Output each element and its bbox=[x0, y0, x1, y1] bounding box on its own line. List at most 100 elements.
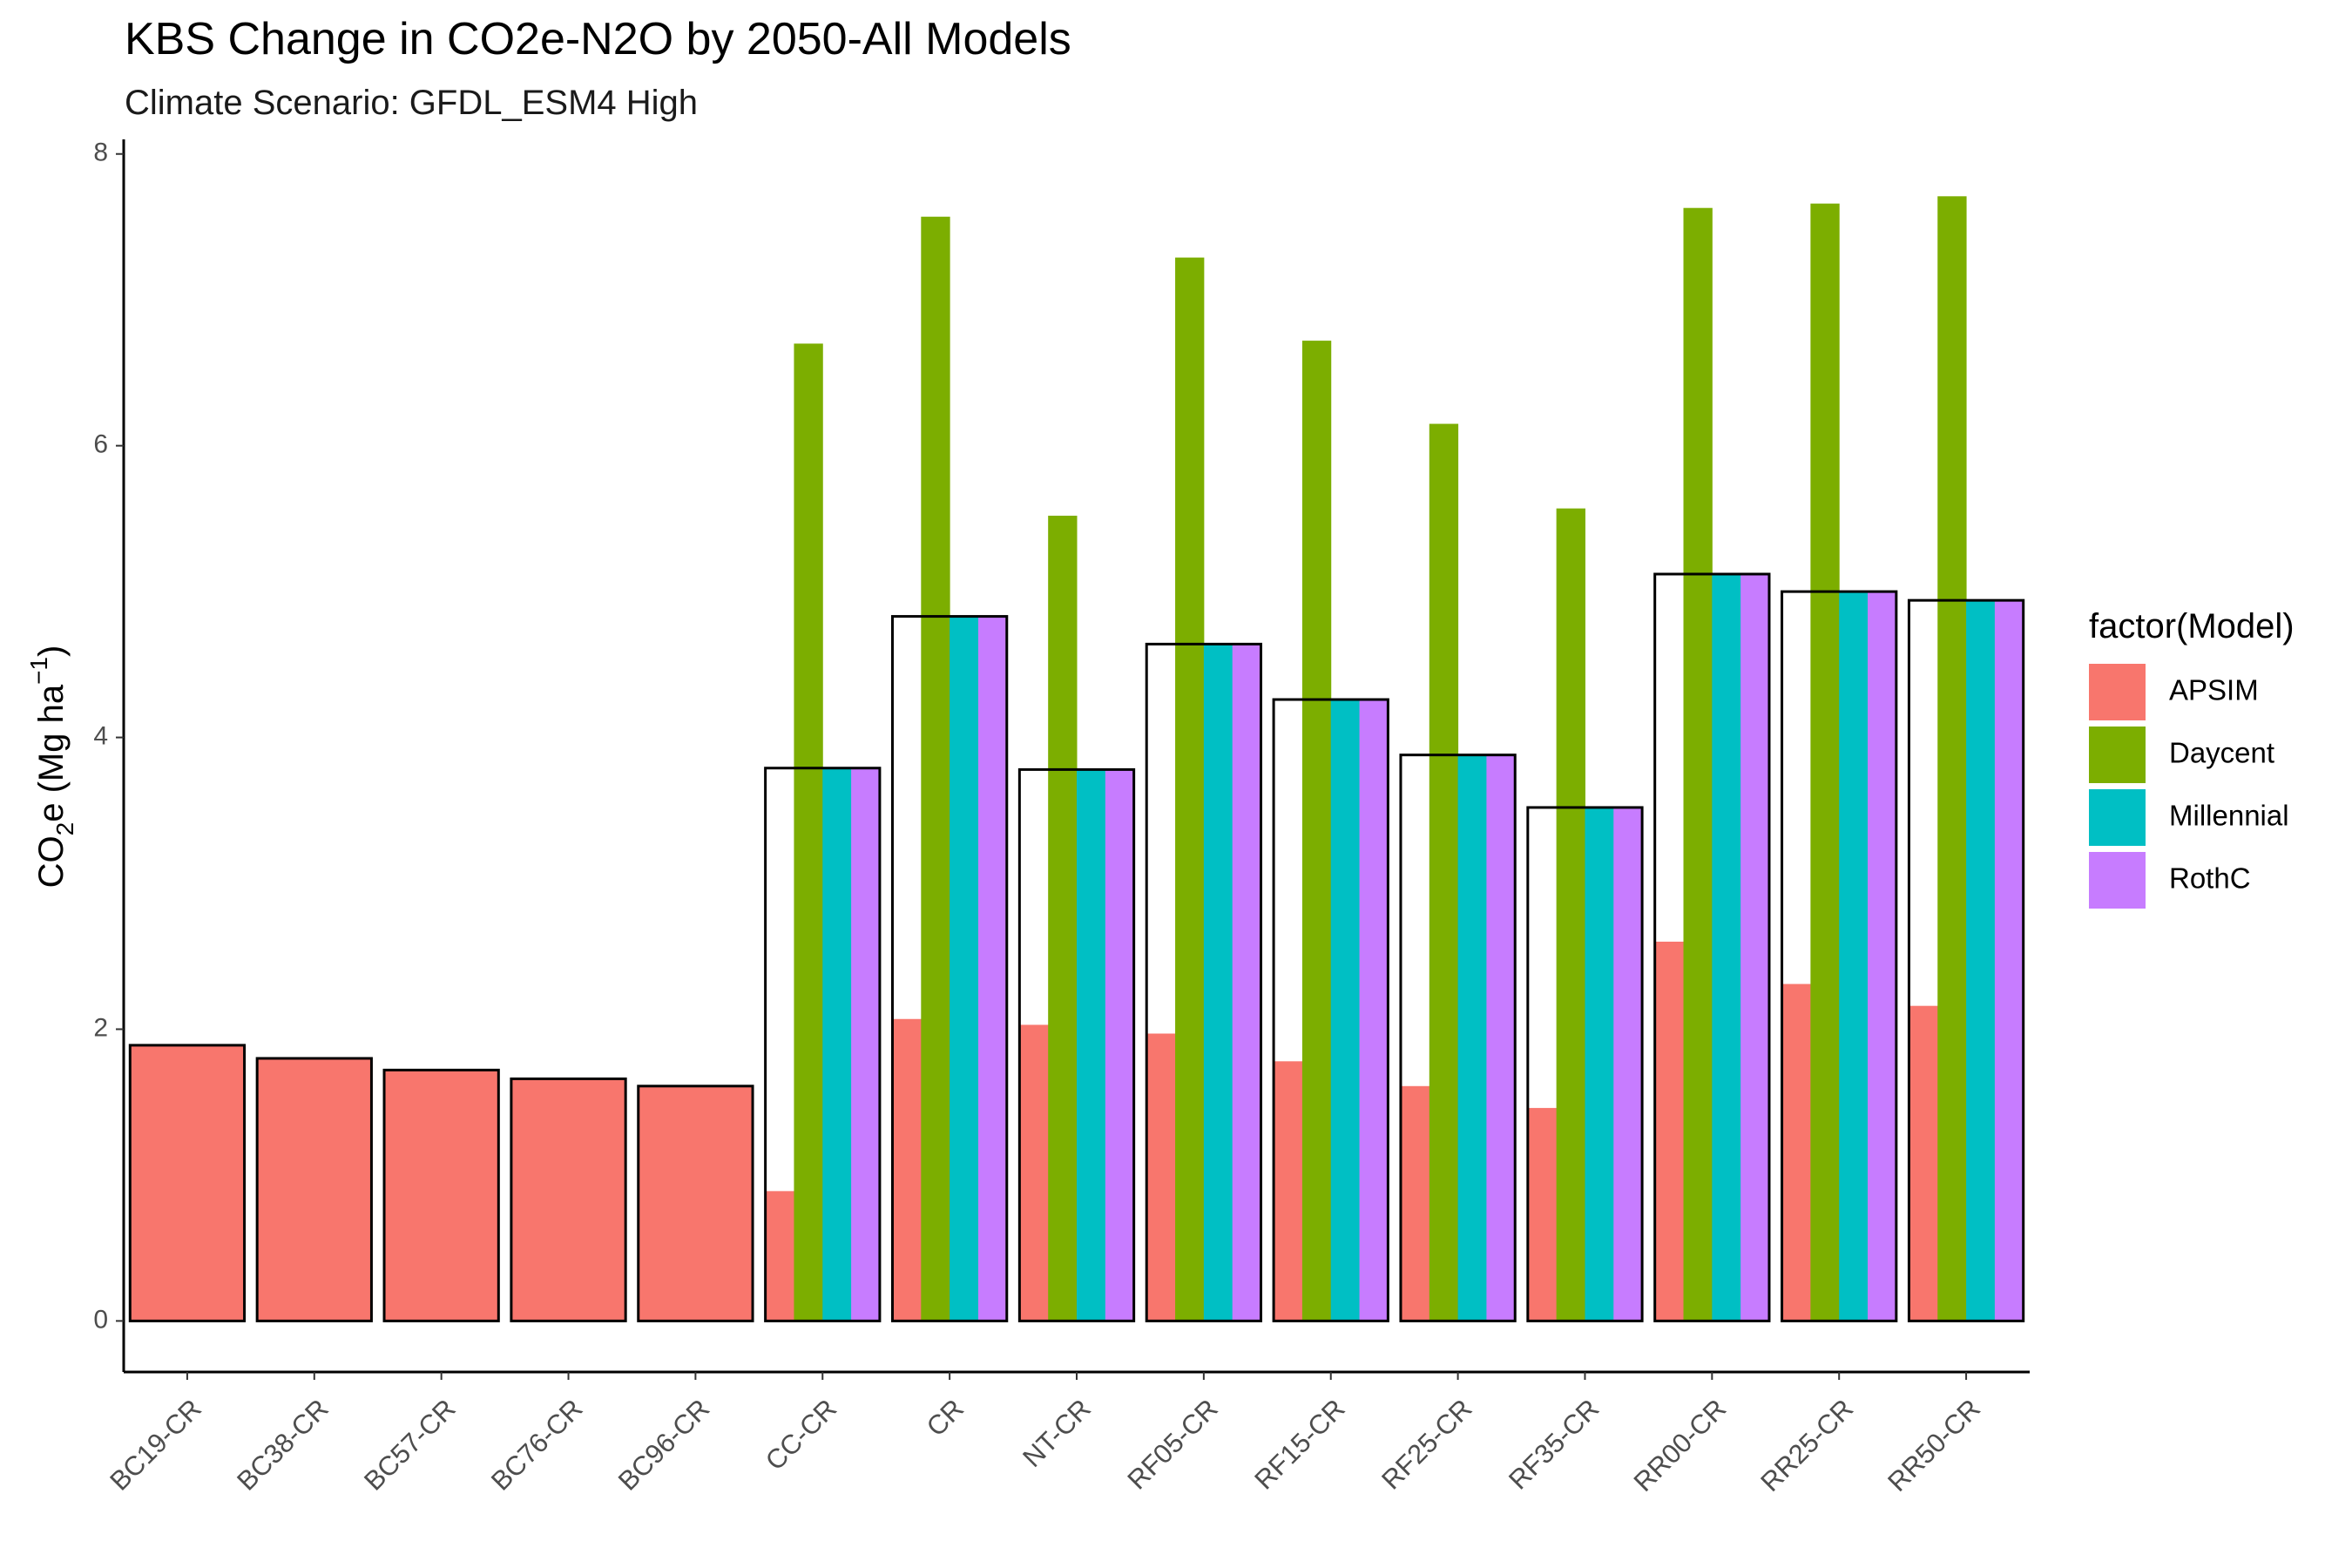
x-tick-label: RF35-CR bbox=[1503, 1393, 1605, 1495]
bar-daycent-cr bbox=[921, 216, 950, 1321]
legend-label-millennial: Millennial bbox=[2169, 800, 2289, 832]
bar-rothc-rf05-cr bbox=[1232, 644, 1262, 1321]
plot-area bbox=[130, 196, 2024, 1321]
chart-subtitle: Climate Scenario: GFDL_ESM4 High bbox=[125, 84, 698, 122]
legend-key-rothc bbox=[2089, 852, 2146, 909]
bar-millennial-rf35-cr bbox=[1585, 807, 1614, 1321]
x-tick-label: RF05-CR bbox=[1122, 1393, 1224, 1495]
outline-bar-rr00-cr bbox=[1653, 572, 1771, 1322]
outline-bar-cr bbox=[890, 615, 1009, 1322]
outline-bar-cc-cr bbox=[764, 767, 882, 1322]
bar-millennial-rf25-cr bbox=[1457, 754, 1487, 1321]
x-tick-label: BC38-CR bbox=[231, 1393, 335, 1497]
legend: factor(Model) APSIM Daycent Millennial Roth… bbox=[2089, 607, 2295, 909]
legend-key-millennial bbox=[2089, 789, 2146, 846]
x-tick-label: BC96-CR bbox=[612, 1393, 716, 1497]
chart-title: KBS Change in CO2e-N2O by 2050-All Model… bbox=[125, 14, 1071, 64]
bar-rothc-rr50-cr bbox=[1994, 600, 2024, 1321]
y-axis-title-main: CO bbox=[32, 835, 71, 888]
legend-key-apsim bbox=[2089, 664, 2146, 720]
bar-apsim-rf25-cr bbox=[1400, 1085, 1430, 1321]
x-tick-label: BC76-CR bbox=[485, 1393, 589, 1497]
y-axis-title-sup: −1 bbox=[25, 657, 52, 685]
bar-daycent-rf25-cr bbox=[1429, 423, 1459, 1321]
bar-rothc-cr bbox=[977, 616, 1008, 1321]
x-tick-label: BC19-CR bbox=[104, 1393, 207, 1497]
x-tick-label: NT-CR bbox=[1017, 1393, 1097, 1473]
outline-bar-nt-cr bbox=[1017, 767, 1136, 1322]
y-tick-label: 8 bbox=[93, 139, 108, 167]
bar-millennial-cc-cr bbox=[822, 767, 852, 1321]
y-tick-label: 0 bbox=[93, 1305, 108, 1334]
y-axis-title: CO2e (Mg ha−1) bbox=[25, 645, 78, 889]
legend-label-rothc: RothC bbox=[2169, 862, 2251, 895]
bar-apsim-bc76-cr bbox=[510, 1078, 626, 1321]
bar-outlines bbox=[128, 572, 2025, 1322]
bar-apsim-rf15-cr bbox=[1274, 1061, 1303, 1321]
outline-bar-bc96-cr bbox=[637, 1085, 754, 1322]
y-tick-label: 6 bbox=[93, 430, 108, 459]
bar-apsim-rr50-cr bbox=[1909, 1005, 1938, 1321]
x-axis: BC19-CR BC38-CR BC57-CR BC76-CR BC96-CR CC-CR… bbox=[104, 1370, 2030, 1497]
x-tick-label: RR25-CR bbox=[1754, 1393, 1859, 1497]
bar-apsim-nt-cr bbox=[1019, 1024, 1049, 1321]
bar-daycent-rr25-cr bbox=[1810, 203, 1840, 1321]
bar-apsim-rr25-cr bbox=[1781, 983, 1811, 1321]
x-tick-label: RR50-CR bbox=[1882, 1393, 1986, 1497]
y-axis: 0 2 4 6 8 bbox=[93, 139, 125, 1372]
x-tick-label: BC57-CR bbox=[358, 1393, 462, 1497]
bar-daycent-rf35-cr bbox=[1556, 508, 1585, 1321]
bar-rothc-rf25-cr bbox=[1486, 754, 1516, 1321]
x-tick-label: RF25-CR bbox=[1375, 1393, 1477, 1495]
bar-apsim-cr bbox=[892, 1018, 922, 1321]
legend-key-daycent bbox=[2089, 727, 2146, 783]
x-tick-label: RR00-CR bbox=[1628, 1393, 1733, 1497]
outline-bar-rr50-cr bbox=[1907, 598, 2025, 1322]
bar-apsim-rf05-cr bbox=[1146, 1033, 1176, 1321]
bar-apsim-bc19-cr bbox=[130, 1044, 245, 1321]
outline-bar-bc57-cr bbox=[382, 1068, 500, 1322]
bar-rothc-rf35-cr bbox=[1613, 807, 1643, 1321]
outline-bar-bc76-cr bbox=[510, 1077, 627, 1322]
legend-label-apsim: APSIM bbox=[2169, 674, 2259, 706]
bar-apsim-bc57-cr bbox=[384, 1070, 499, 1321]
bar-apsim-bc96-cr bbox=[638, 1085, 754, 1321]
bar-apsim-rf35-cr bbox=[1527, 1107, 1558, 1321]
y-axis-title-close: ) bbox=[32, 645, 71, 657]
x-tick-label: CC-CR bbox=[760, 1393, 842, 1476]
bar-millennial-nt-cr bbox=[1077, 769, 1106, 1321]
y-axis-title-sub: 2 bbox=[51, 822, 78, 836]
bar-millennial-rf15-cr bbox=[1330, 700, 1361, 1321]
bar-millennial-rr25-cr bbox=[1839, 591, 1869, 1321]
bar-rothc-rf15-cr bbox=[1359, 700, 1389, 1321]
legend-label-daycent: Daycent bbox=[2169, 737, 2274, 769]
x-tick-label: RF15-CR bbox=[1248, 1393, 1350, 1495]
legend-title: factor(Model) bbox=[2089, 607, 2295, 645]
outline-bar-bc38-cr bbox=[255, 1057, 373, 1322]
bar-daycent-rf15-cr bbox=[1301, 341, 1332, 1321]
outline-bar-rf35-cr bbox=[1526, 806, 1644, 1322]
outline-bar-rf25-cr bbox=[1399, 754, 1517, 1322]
bar-apsim-bc38-cr bbox=[257, 1058, 372, 1321]
bar-apsim-cc-cr bbox=[765, 1191, 794, 1321]
bar-daycent-rf05-cr bbox=[1175, 257, 1205, 1321]
bar-millennial-rf05-cr bbox=[1203, 644, 1233, 1321]
bar-rothc-rr25-cr bbox=[1868, 591, 1897, 1321]
bar-daycent-nt-cr bbox=[1048, 516, 1078, 1321]
y-tick-label: 4 bbox=[93, 721, 108, 750]
bar-daycent-cc-cr bbox=[794, 343, 823, 1321]
bar-rothc-cc-cr bbox=[851, 767, 881, 1321]
bar-daycent-rr00-cr bbox=[1683, 207, 1713, 1321]
outline-bar-rr25-cr bbox=[1781, 590, 1898, 1322]
y-tick-label: 2 bbox=[93, 1013, 108, 1042]
outline-bar-bc19-cr bbox=[128, 1044, 247, 1322]
bar-millennial-cr bbox=[950, 616, 979, 1321]
bar-millennial-rr00-cr bbox=[1712, 574, 1741, 1321]
outline-bar-rf05-cr bbox=[1145, 642, 1263, 1322]
bar-daycent-rr50-cr bbox=[1937, 196, 1967, 1321]
x-tick-label: CR bbox=[921, 1393, 970, 1442]
bar-rothc-nt-cr bbox=[1105, 769, 1135, 1321]
y-axis-title-rest: e (Mg ha bbox=[32, 684, 71, 822]
bar-apsim-rr00-cr bbox=[1654, 942, 1685, 1321]
